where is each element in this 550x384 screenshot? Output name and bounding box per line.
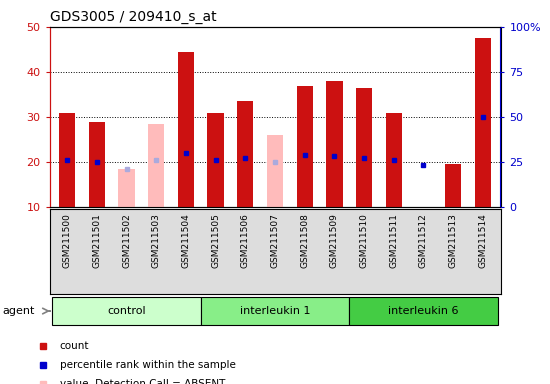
Text: agent: agent xyxy=(3,306,35,316)
Text: GSM211504: GSM211504 xyxy=(182,214,190,268)
Text: GSM211506: GSM211506 xyxy=(241,214,250,268)
Text: GSM211505: GSM211505 xyxy=(211,214,220,268)
Text: interleukin 1: interleukin 1 xyxy=(240,306,310,316)
Text: GSM211513: GSM211513 xyxy=(449,214,458,268)
FancyBboxPatch shape xyxy=(349,297,498,325)
Bar xyxy=(178,52,194,207)
Bar xyxy=(326,81,343,207)
Text: percentile rank within the sample: percentile rank within the sample xyxy=(59,360,235,370)
Text: GSM211511: GSM211511 xyxy=(389,214,398,268)
FancyBboxPatch shape xyxy=(201,297,349,325)
Text: GSM211512: GSM211512 xyxy=(419,214,428,268)
Bar xyxy=(237,101,254,207)
Bar xyxy=(296,86,313,207)
Bar xyxy=(89,122,105,207)
Text: count: count xyxy=(59,341,89,351)
Bar xyxy=(207,113,224,207)
Text: interleukin 6: interleukin 6 xyxy=(388,306,459,316)
Bar xyxy=(118,169,135,207)
Text: GSM211500: GSM211500 xyxy=(63,214,72,268)
Text: GSM211508: GSM211508 xyxy=(300,214,309,268)
Bar xyxy=(59,113,75,207)
Bar xyxy=(475,38,491,207)
Text: GSM211509: GSM211509 xyxy=(330,214,339,268)
Text: control: control xyxy=(107,306,146,316)
Bar xyxy=(356,88,372,207)
Bar xyxy=(386,113,402,207)
Text: GSM211501: GSM211501 xyxy=(92,214,101,268)
Text: GSM211507: GSM211507 xyxy=(271,214,279,268)
Text: GSM211514: GSM211514 xyxy=(478,214,487,268)
Text: GSM211502: GSM211502 xyxy=(122,214,131,268)
Text: value, Detection Call = ABSENT: value, Detection Call = ABSENT xyxy=(59,379,225,384)
Bar xyxy=(148,124,164,207)
Text: GSM211503: GSM211503 xyxy=(152,214,161,268)
Bar xyxy=(267,135,283,207)
Text: GSM211510: GSM211510 xyxy=(360,214,368,268)
Bar xyxy=(445,164,461,207)
Text: GDS3005 / 209410_s_at: GDS3005 / 209410_s_at xyxy=(50,10,216,25)
FancyBboxPatch shape xyxy=(52,297,201,325)
